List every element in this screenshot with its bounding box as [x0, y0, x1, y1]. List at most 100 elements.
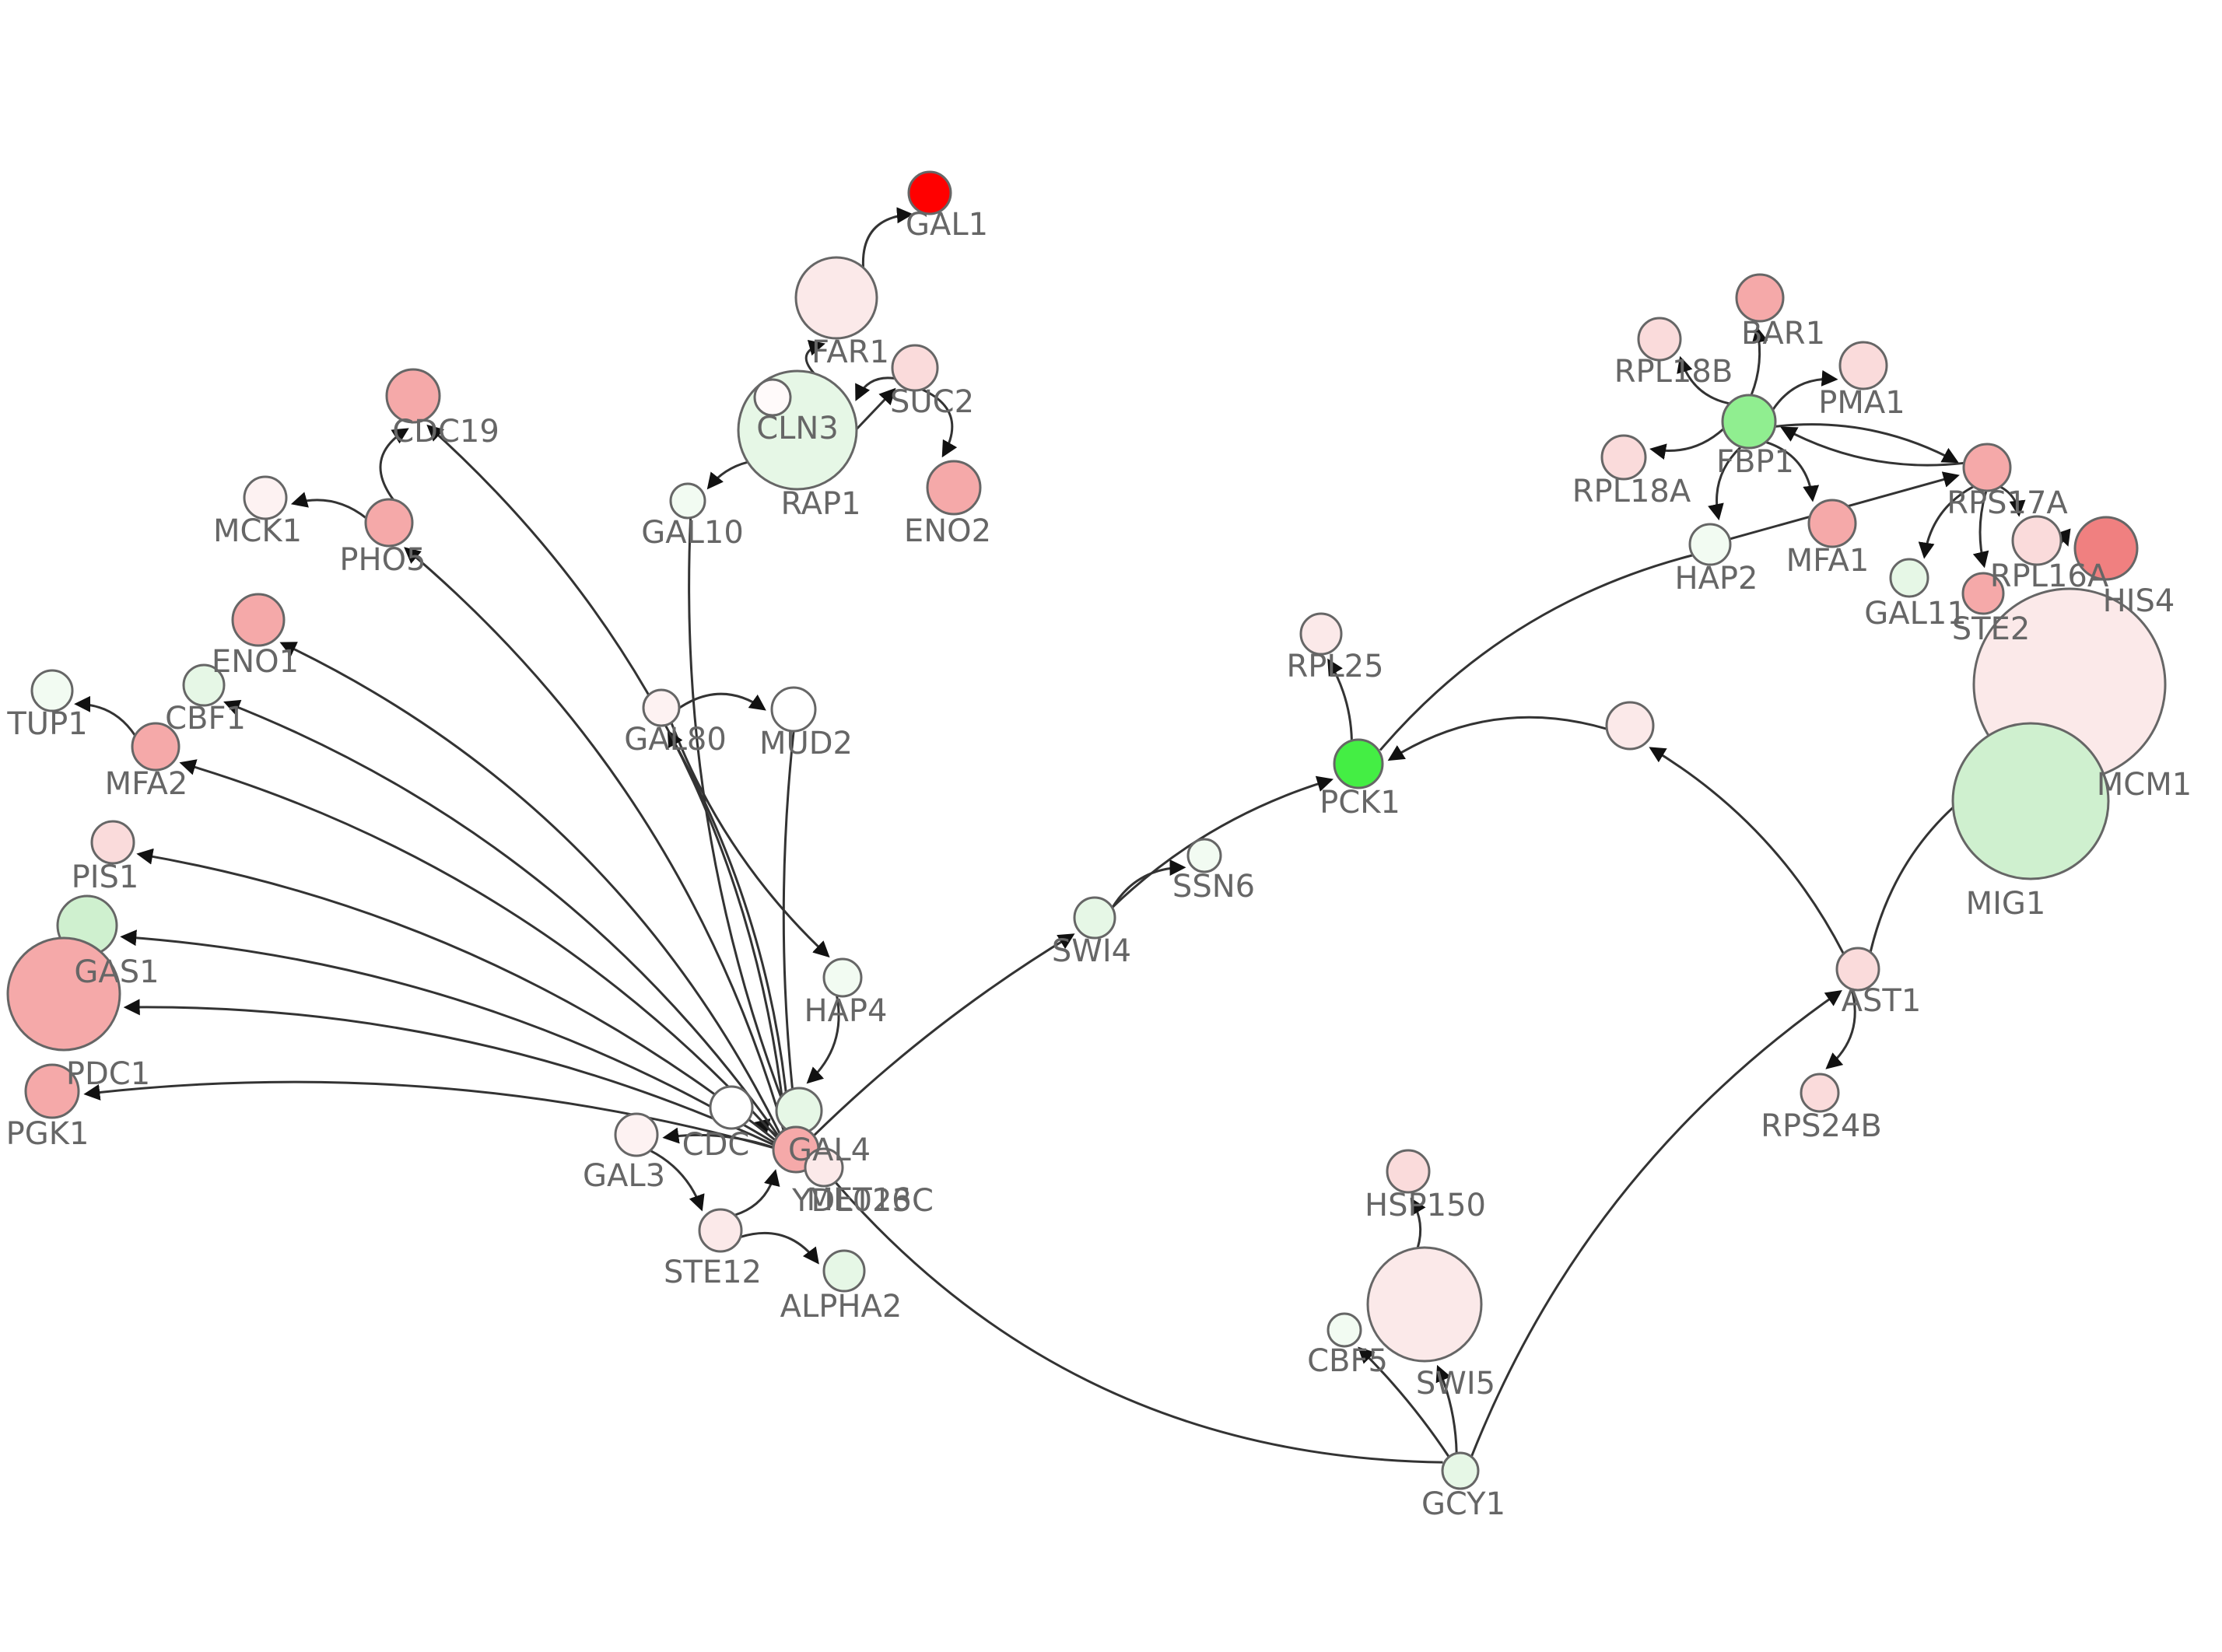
node-BAR1[interactable]: [1735, 273, 1785, 323]
node-FAR1[interactable]: [794, 256, 878, 340]
node-TUP1[interactable]: [30, 669, 74, 712]
node-circle-HAP2[interactable]: [1688, 523, 1732, 566]
node-PMA1[interactable]: [1838, 341, 1888, 390]
node-CBF1[interactable]: [182, 663, 226, 707]
node-label-CLN3: CLN3: [756, 411, 839, 446]
node-circle-BAR1[interactable]: [1735, 273, 1785, 323]
node-AST1[interactable]: [1835, 947, 1880, 992]
node-STE12[interactable]: [698, 1208, 743, 1253]
node-circle-PIS1[interactable]: [90, 820, 135, 865]
node-STE2[interactable]: [1961, 572, 2005, 615]
node-RPL18B[interactable]: [1637, 317, 1682, 362]
node-circle-TUP1[interactable]: [30, 669, 74, 712]
node-MUD2[interactable]: [770, 686, 817, 733]
node-circle-GAL1[interactable]: [907, 170, 952, 215]
node-circle-MUD2[interactable]: [770, 686, 817, 733]
node-RPL18A[interactable]: [1600, 434, 1647, 481]
node-circle-PCK1[interactable]: [1333, 738, 1384, 789]
node-circle-AST1[interactable]: [1835, 947, 1880, 992]
node-HAP4[interactable]: [822, 957, 863, 998]
node-SWI4[interactable]: [1073, 896, 1116, 940]
node-HAP2[interactable]: [1688, 523, 1732, 566]
node-circle-GAL10[interactable]: [669, 482, 706, 520]
node-circle-STE12[interactable]: [698, 1208, 743, 1253]
node-circle-MFA2[interactable]: [131, 722, 180, 772]
node-circle-GCY1[interactable]: [1441, 1451, 1480, 1490]
node-circle-GAL80[interactable]: [642, 688, 681, 727]
node-MCK1[interactable]: [243, 475, 288, 520]
node-GAL1[interactable]: [907, 170, 952, 215]
node-circle-ENO2[interactable]: [926, 460, 982, 516]
node-circle-RPL18A[interactable]: [1600, 434, 1647, 481]
node-circle-PGK1[interactable]: [24, 1063, 80, 1119]
node-circle-ENO1[interactable]: [231, 593, 286, 647]
node-MFA2[interactable]: [131, 722, 180, 772]
node-circle-FBP1[interactable]: [1721, 394, 1777, 450]
node-ALPHA2[interactable]: [822, 1249, 866, 1293]
node-label-CDC19: CDC19: [392, 414, 499, 450]
node-CBF5[interactable]: [1327, 1312, 1362, 1348]
node-RPS24B[interactable]: [1800, 1073, 1840, 1113]
node-circle-PHO5[interactable]: [364, 498, 414, 548]
node-RPS17A[interactable]: [1962, 443, 2012, 492]
node-PIS1[interactable]: [90, 820, 135, 865]
node-circle-HAP4[interactable]: [822, 957, 863, 998]
node-MFA1[interactable]: [1807, 499, 1857, 548]
node-circle-GAL11[interactable]: [1889, 558, 1929, 598]
node-circle-MIG1[interactable]: [1951, 722, 2110, 880]
node-circle-RPL25[interactable]: [1299, 612, 1343, 656]
node-ANON1[interactable]: [1605, 701, 1655, 751]
node-circle-SSN6[interactable]: [1186, 838, 1222, 873]
node-HSP150[interactable]: [1386, 1149, 1431, 1194]
node-GAL11[interactable]: [1889, 558, 1929, 598]
node-circle-RPL16A[interactable]: [2011, 515, 2063, 566]
node-circle-YDL023C[interactable]: [804, 1147, 844, 1188]
node-circle-RPS17A[interactable]: [1962, 443, 2012, 492]
node-circle-PMA1[interactable]: [1838, 341, 1888, 390]
node-SUC2[interactable]: [891, 344, 939, 392]
node-circle-CBF5[interactable]: [1327, 1312, 1362, 1348]
node-circle-CDC39[interactable]: [709, 1085, 754, 1130]
node-MIG1[interactable]: [1951, 722, 2110, 880]
node-SWI5[interactable]: [1366, 1246, 1483, 1363]
node-circle-HSP150[interactable]: [1386, 1149, 1431, 1194]
node-circle-HIS4[interactable]: [2073, 516, 2139, 581]
node-circle-RPL18B[interactable]: [1637, 317, 1682, 362]
node-PCK1[interactable]: [1333, 738, 1384, 789]
node-circle-SUC2[interactable]: [891, 344, 939, 392]
node-circle-SWI5[interactable]: [1366, 1246, 1483, 1363]
node-GAL3[interactable]: [614, 1112, 659, 1157]
edge-PHO5-to-MCK1: [290, 492, 367, 520]
node-GAL80[interactable]: [642, 688, 681, 727]
node-FBP1[interactable]: [1721, 394, 1777, 450]
node-circle-MCK1[interactable]: [243, 475, 288, 520]
node-PGK1[interactable]: [24, 1063, 80, 1119]
node-ENO2[interactable]: [926, 460, 982, 516]
node-circle-GAL3[interactable]: [614, 1112, 659, 1157]
node-circle-STE2[interactable]: [1961, 572, 2005, 615]
node-circle-CBF1[interactable]: [182, 663, 226, 707]
node-circle-ANON1[interactable]: [1605, 701, 1655, 751]
node-circle-RPS24B[interactable]: [1800, 1073, 1840, 1113]
node-circle-SWI4[interactable]: [1073, 896, 1116, 940]
node-YDL023C[interactable]: [804, 1147, 844, 1188]
node-CDC39[interactable]: [709, 1085, 754, 1130]
node-CLN3[interactable]: [737, 369, 858, 491]
node-circle-MFA1[interactable]: [1807, 499, 1857, 548]
node-GAL10[interactable]: [669, 482, 706, 520]
node-RPL25[interactable]: [1299, 612, 1343, 656]
node-PDC1[interactable]: [6, 936, 121, 1052]
node-circle-CDC19[interactable]: [385, 368, 441, 424]
node-GCY1[interactable]: [1441, 1451, 1480, 1490]
node-label-FAR1: FAR1: [811, 334, 889, 370]
node-RPL16A[interactable]: [2011, 515, 2063, 566]
node-SSN6[interactable]: [1186, 838, 1222, 873]
edge-FBP1-to-MFA1: [1765, 440, 1820, 502]
node-circle-ALPHA2[interactable]: [822, 1249, 866, 1293]
node-PHO5[interactable]: [364, 498, 414, 548]
node-circle-PDC1[interactable]: [6, 936, 121, 1052]
node-HIS4[interactable]: [2073, 516, 2139, 581]
node-circle-FAR1[interactable]: [794, 256, 878, 340]
node-ENO1[interactable]: [231, 593, 286, 647]
node-CDC19[interactable]: [385, 368, 441, 424]
